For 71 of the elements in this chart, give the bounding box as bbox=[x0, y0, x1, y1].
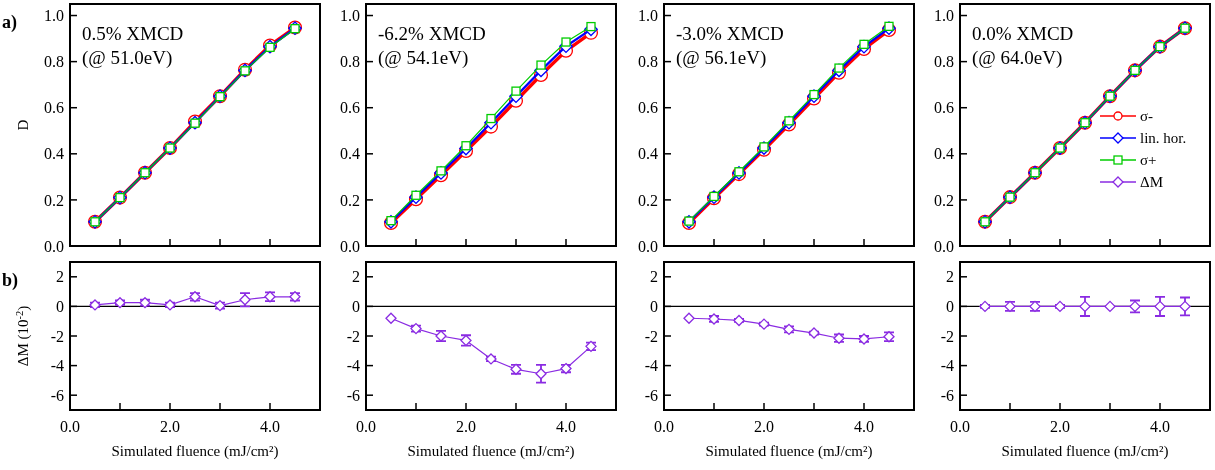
y-tick-label: -2 bbox=[940, 327, 954, 345]
y-tick-label: -6 bbox=[940, 386, 954, 404]
y-tick-label: 0 bbox=[650, 298, 658, 315]
y-tick-label: 0.2 bbox=[340, 191, 360, 209]
y-tick-label: 0.0 bbox=[638, 237, 658, 255]
y-tick-label: 1.0 bbox=[340, 7, 360, 25]
y-tick-label: 0.6 bbox=[934, 99, 954, 117]
x-tick-label: 2.0 bbox=[1050, 418, 1070, 435]
y-tick-label: 0.2 bbox=[638, 191, 658, 209]
x-axis-title: Simulated fluence (mJ/cm²) bbox=[407, 443, 575, 460]
y-tick-label: 0.6 bbox=[44, 99, 64, 117]
y-tick-label: 0 bbox=[352, 298, 360, 315]
y-tick-label: 0.8 bbox=[638, 53, 658, 71]
y-tick-label: -4 bbox=[940, 357, 954, 375]
y-tick-label: -4 bbox=[346, 357, 360, 375]
y-tick-label: 2 bbox=[650, 268, 658, 286]
y-tick-label: 0.0 bbox=[340, 237, 360, 255]
y-tick-label: -2 bbox=[644, 327, 658, 345]
y-tick-label: 2 bbox=[56, 268, 64, 286]
x-axis-title: Simulated fluence (mJ/cm²) bbox=[705, 443, 873, 460]
legend-label: ΔM bbox=[1140, 174, 1163, 191]
text: a) bbox=[2, 12, 17, 33]
annotation: 0.0% XMCD bbox=[972, 23, 1074, 44]
y-tick-label: 0.0 bbox=[934, 237, 954, 255]
y-tick-label: 0.8 bbox=[340, 53, 360, 71]
annotation: -3.0% XMCD bbox=[676, 23, 784, 44]
x-tick-label: 4.0 bbox=[854, 418, 874, 435]
y-tick-label: 0.6 bbox=[638, 99, 658, 117]
y-tick-label: 0 bbox=[946, 298, 954, 315]
y-tick-label: 0 bbox=[56, 298, 64, 315]
y-tick-label: 0.2 bbox=[934, 191, 954, 209]
y-tick-label: 0.8 bbox=[44, 53, 64, 71]
x-tick-label: 2.0 bbox=[160, 418, 180, 435]
y-tick-label: 2 bbox=[946, 268, 954, 286]
y-tick-label: -2 bbox=[50, 327, 64, 345]
y-tick-label: 0.6 bbox=[340, 99, 360, 117]
x-axis-title: Simulated fluence (mJ/cm²) bbox=[111, 443, 279, 460]
annotation: (@ 56.1eV) bbox=[676, 47, 767, 69]
y-tick-label: 0.8 bbox=[934, 53, 954, 71]
y-tick-label: 0.4 bbox=[44, 145, 64, 163]
y-tick-label: -6 bbox=[644, 386, 658, 404]
legend-label: σ- bbox=[1140, 108, 1154, 125]
annotation: 0.5% XMCD bbox=[82, 23, 184, 44]
annotation: -6.2% XMCD bbox=[378, 23, 486, 44]
x-tick-label: 2.0 bbox=[456, 418, 476, 435]
y-tick-label: -2 bbox=[346, 327, 360, 345]
y-tick-label: 2 bbox=[352, 268, 360, 286]
legend-label: lin. hor. bbox=[1140, 130, 1187, 147]
y-tick-label: -6 bbox=[346, 386, 360, 404]
y-tick-label: 1.0 bbox=[44, 7, 64, 25]
text: b) bbox=[2, 270, 19, 291]
annotation: (@ 51.0eV) bbox=[82, 47, 173, 69]
annotation: (@ 54.1eV) bbox=[378, 47, 469, 69]
y-tick-label: -6 bbox=[50, 386, 64, 404]
x-tick-label: 4.0 bbox=[260, 418, 280, 435]
y-tick-label: 0.4 bbox=[340, 145, 360, 163]
y-tick-label: 0.4 bbox=[934, 145, 954, 163]
y-tick-label: 0.2 bbox=[44, 191, 64, 209]
x-tick-label: 4.0 bbox=[1150, 418, 1170, 435]
y-tick-label: 0.0 bbox=[44, 237, 64, 255]
x-tick-label: 4.0 bbox=[556, 418, 576, 435]
y-tick-label: 0.4 bbox=[638, 145, 658, 163]
x-tick-label: 2.0 bbox=[754, 418, 774, 435]
y-axis-title: D bbox=[15, 119, 31, 131]
y-tick-label: -4 bbox=[644, 357, 658, 375]
y-tick-label: 1.0 bbox=[934, 7, 954, 25]
annotation: (@ 64.0eV) bbox=[972, 47, 1063, 69]
legend-label: σ+ bbox=[1140, 152, 1157, 169]
y-tick-label: 1.0 bbox=[638, 7, 658, 25]
y-tick-label: -4 bbox=[50, 357, 64, 375]
x-axis-title: Simulated fluence (mJ/cm²) bbox=[1001, 443, 1169, 460]
